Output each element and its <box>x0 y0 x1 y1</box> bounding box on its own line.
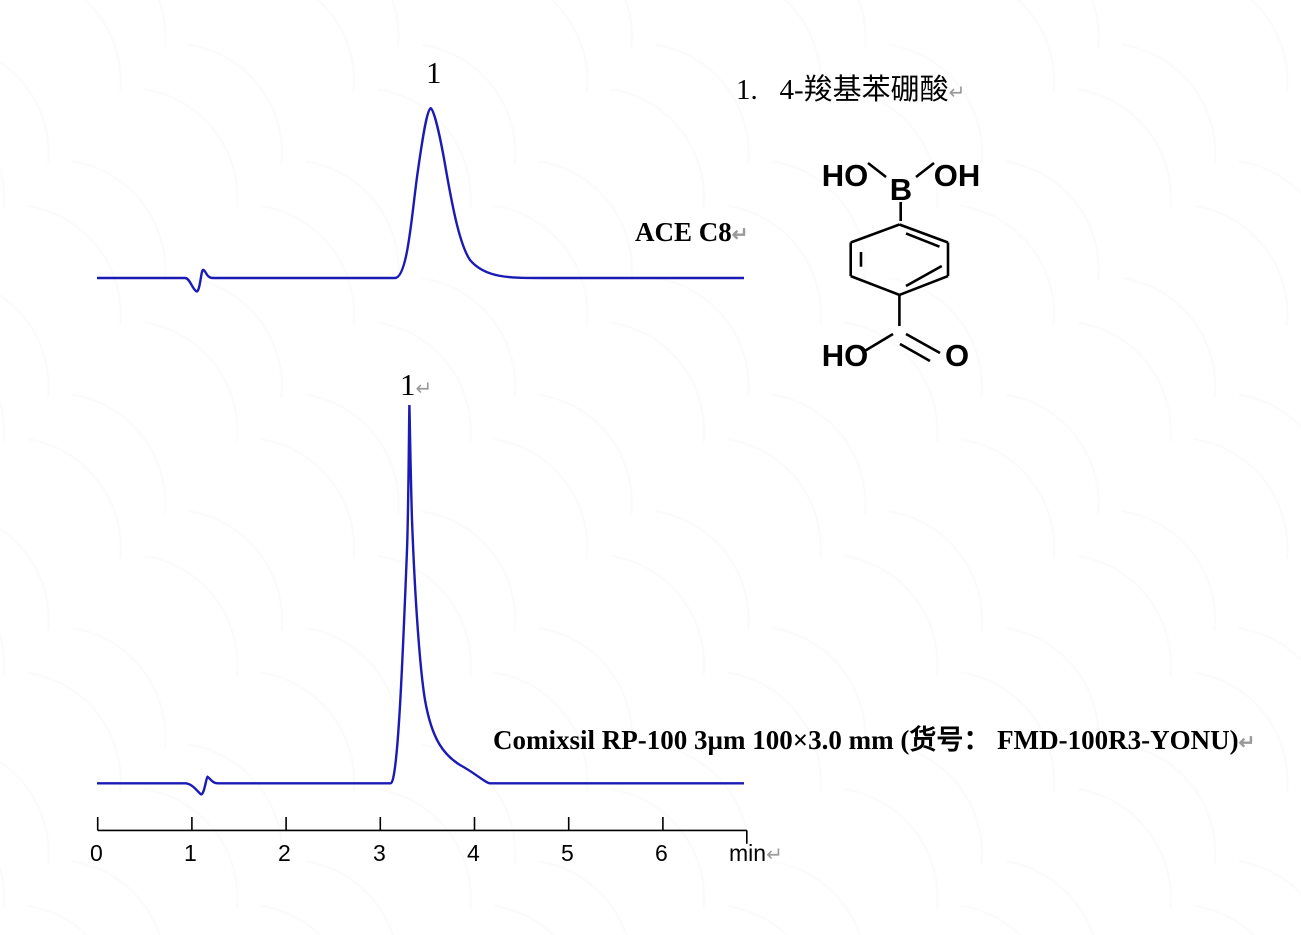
svg-text:OH: OH <box>934 158 981 193</box>
svg-text:HO: HO <box>822 158 869 193</box>
svg-text:HO: HO <box>822 338 869 373</box>
svg-text:O: O <box>945 338 969 373</box>
svg-text:B: B <box>890 172 912 207</box>
